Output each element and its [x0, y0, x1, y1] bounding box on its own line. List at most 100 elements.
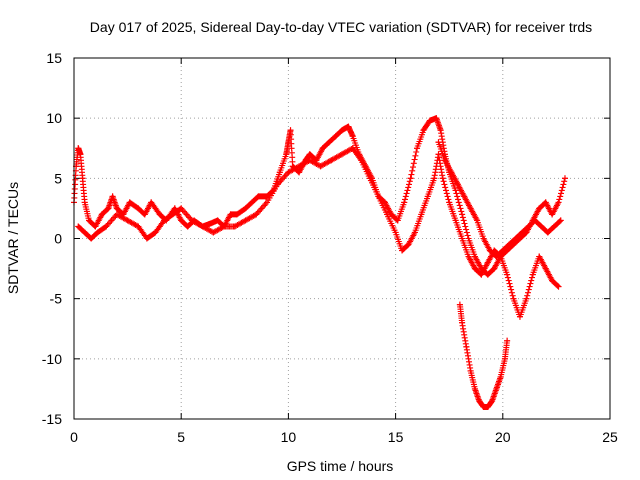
- data-point: [221, 223, 228, 230]
- data-point: [274, 181, 281, 188]
- data-point: [467, 205, 474, 212]
- data-point: [504, 271, 511, 278]
- data-point: [510, 295, 517, 302]
- data-point: [486, 247, 493, 254]
- data-point: [263, 199, 270, 206]
- data-point: [474, 217, 481, 224]
- data-point: [184, 223, 191, 230]
- data-point: [516, 313, 523, 320]
- y-tick-label: 15: [46, 50, 62, 66]
- data-point: [499, 247, 506, 254]
- data-point: [253, 211, 260, 218]
- chart-title: Day 017 of 2025, Sidereal Day-to-day VTE…: [90, 19, 592, 35]
- data-point: [459, 319, 466, 326]
- data-point: [471, 265, 478, 272]
- data-point: [143, 235, 150, 242]
- data-point: [317, 163, 324, 170]
- data-point: [536, 205, 543, 212]
- data-point: [407, 175, 414, 182]
- data-point: [414, 145, 421, 152]
- data-point: [484, 259, 491, 266]
- data-point: [420, 127, 427, 134]
- data-point: [349, 145, 356, 152]
- y-tick-label: 10: [46, 110, 62, 126]
- series-trace-c: [435, 139, 564, 260]
- data-point: [484, 271, 491, 278]
- data-point: [124, 217, 131, 224]
- data-point: [544, 229, 551, 236]
- data-point: [484, 403, 491, 410]
- data-point: [452, 217, 459, 224]
- data-point: [326, 139, 333, 146]
- data-point: [156, 211, 163, 218]
- data-point: [399, 247, 406, 254]
- data-point: [405, 241, 412, 248]
- data-point: [551, 223, 558, 230]
- data-point: [113, 205, 120, 212]
- data-point: [501, 355, 508, 362]
- data-point: [98, 211, 105, 218]
- data-point: [452, 187, 459, 194]
- data-point: [519, 229, 526, 236]
- data-point: [549, 211, 556, 218]
- data-point: [233, 211, 240, 218]
- data-point: [231, 223, 238, 230]
- data-point: [287, 127, 294, 134]
- data-point: [435, 139, 442, 146]
- axis-ticks: 0 5 10 15 20 25 -15 -10 -5 0 5 10 15: [42, 50, 618, 445]
- grid: [74, 58, 610, 419]
- data-point: [339, 127, 345, 134]
- marker-path: [435, 139, 564, 260]
- data-point: [426, 117, 433, 124]
- data-point: [493, 385, 500, 392]
- data-point: [75, 145, 82, 152]
- data-point: [463, 343, 470, 350]
- data-point: [542, 265, 549, 272]
- data-point: [88, 235, 95, 242]
- data-point: [199, 223, 206, 230]
- data-point: [141, 211, 148, 218]
- data-point: [448, 169, 455, 176]
- data-point: [542, 199, 549, 206]
- data-point: [459, 235, 466, 242]
- data-point: [375, 193, 382, 200]
- data-point: [358, 157, 365, 164]
- data-point: [504, 337, 511, 344]
- y-tick-label: -10: [42, 351, 62, 367]
- y-tick-label: 5: [54, 170, 62, 186]
- data-point: [493, 253, 500, 260]
- data-point: [384, 211, 391, 218]
- data-point: [328, 157, 335, 164]
- x-tick-label: 10: [281, 429, 297, 445]
- data-point: [92, 223, 99, 230]
- data-point: [435, 151, 442, 158]
- data-point: [424, 193, 431, 200]
- data-series: [71, 115, 568, 410]
- data-point: [285, 169, 292, 176]
- data-point: [538, 223, 545, 230]
- data-point: [471, 385, 478, 392]
- y-axis-label: SDTVAR / TECUs: [5, 182, 21, 294]
- data-point: [471, 253, 478, 260]
- data-point: [248, 199, 255, 206]
- data-point: [394, 217, 401, 224]
- data-point: [285, 139, 292, 146]
- series-dip-trace: [456, 301, 511, 410]
- y-tick-label: -5: [50, 291, 63, 307]
- data-point: [188, 217, 195, 224]
- data-point: [79, 175, 86, 182]
- data-point: [214, 217, 221, 224]
- data-point: [431, 175, 438, 182]
- data-point: [339, 151, 345, 158]
- data-point: [555, 283, 562, 290]
- data-point: [148, 199, 155, 206]
- data-point: [94, 229, 101, 236]
- data-point: [206, 221, 213, 228]
- data-point: [86, 217, 93, 224]
- data-point: [306, 157, 313, 164]
- data-point: [555, 199, 562, 206]
- data-point: [459, 211, 466, 218]
- x-tick-label: 20: [495, 429, 511, 445]
- data-point: [497, 373, 504, 380]
